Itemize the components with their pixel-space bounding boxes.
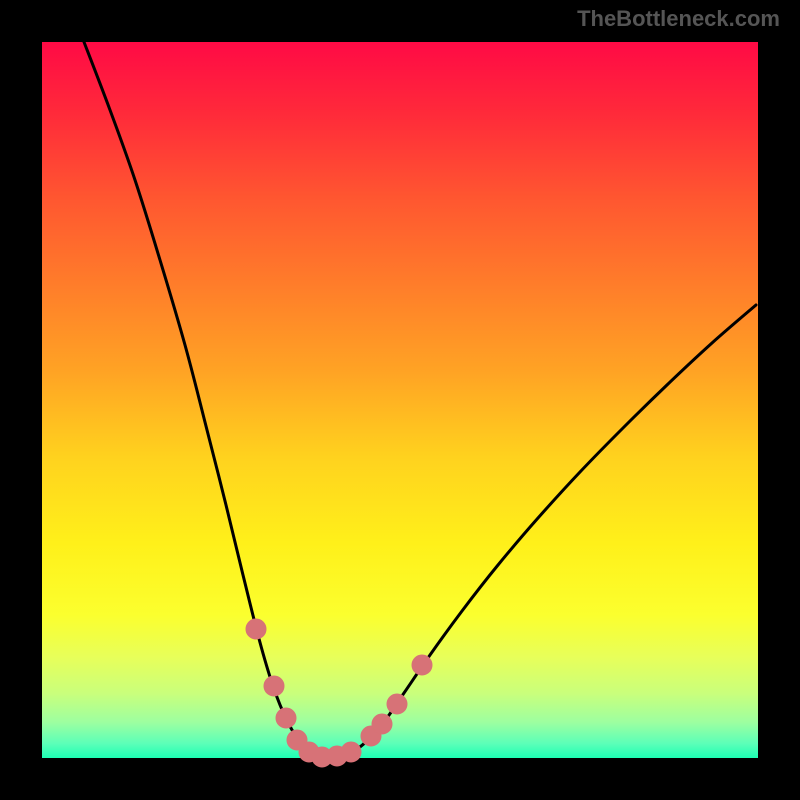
plot-gradient-background <box>42 42 758 758</box>
chart-stage: TheBottleneck.com <box>0 0 800 800</box>
watermark-text: TheBottleneck.com <box>577 6 780 32</box>
